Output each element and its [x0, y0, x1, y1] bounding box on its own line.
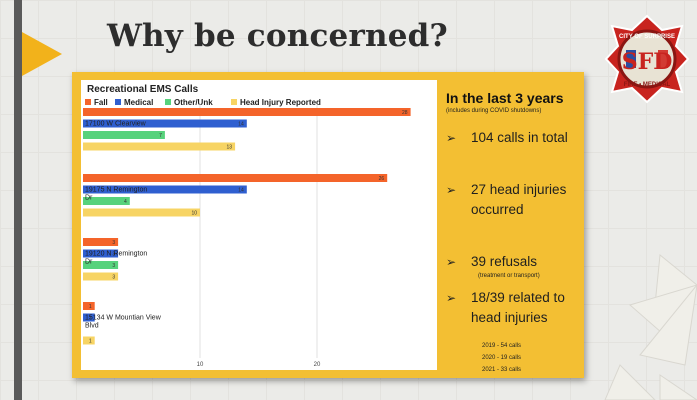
- data-label: 10: [191, 211, 197, 217]
- year-stat: 2020 - 19 calls: [482, 355, 522, 361]
- summary-column: In the last 3 years (includes during COV…: [446, 90, 581, 373]
- data-label: 28: [402, 110, 408, 116]
- year-stat: 2019 - 54 calls: [482, 343, 522, 349]
- bullet-text: 104 calls in total: [471, 130, 568, 145]
- bullet-arrow-icon: ➢: [446, 255, 457, 269]
- slide-title: Why be concerned?: [107, 18, 448, 54]
- decorative-sunburst: [604, 254, 697, 400]
- bar-head-injury-reported: [83, 336, 95, 345]
- bullet-text: 39 refusals: [471, 254, 538, 269]
- chart-canvas: Recreational EMS Calls Fall Medical Other/U…: [83, 84, 411, 368]
- data-label: 3: [112, 252, 115, 258]
- data-label: 14: [238, 122, 244, 128]
- data-label: 26: [379, 176, 385, 182]
- year-stat: 2021 - 33 calls: [482, 367, 522, 373]
- logo-bottom-text: FIRE • MEDICAL: [624, 82, 671, 88]
- data-label: 3: [112, 275, 115, 281]
- bullet-arrow-icon: ➢: [446, 183, 457, 197]
- bullet-arrow-icon: ➢: [446, 291, 457, 305]
- legend-swatch: [85, 99, 91, 105]
- bar-medical: [83, 119, 247, 128]
- data-label: 3: [112, 240, 115, 246]
- summary-subheading: (includes during COVID shutdowns): [446, 108, 542, 114]
- x-tick-label: 10: [197, 362, 204, 368]
- legend-swatch: [115, 99, 121, 105]
- accent-arrow: [22, 32, 62, 76]
- bullet-text: 18/39 related to head injuries: [471, 290, 565, 325]
- legend-swatch: [165, 99, 171, 105]
- summary-heading: In the last 3 years: [446, 90, 564, 106]
- legend-label: Fall: [94, 98, 108, 107]
- data-label: 1: [89, 304, 92, 310]
- data-label: 1: [89, 316, 92, 322]
- bar-fall: [83, 174, 388, 182]
- legend-label: Head Injury Reported: [240, 98, 321, 107]
- year-stats: 2019 - 54 calls 2020 - 19 calls 2021 - 3…: [482, 340, 521, 376]
- fire-department-logo: SFD CITY OF SURPRISE FIRE • MEDICAL: [604, 14, 690, 104]
- chart-title: Recreational EMS Calls: [87, 84, 199, 95]
- bar-fall: [83, 108, 411, 116]
- bar-medical: [83, 185, 247, 194]
- bullet-note: (treatment or transport): [478, 273, 540, 279]
- data-label: 13: [227, 145, 233, 151]
- logo-top-text: CITY OF SURPRISE: [619, 34, 675, 40]
- bar-other-unk: [83, 261, 119, 269]
- bar-medical: [83, 313, 95, 322]
- category-label: Dr: [85, 259, 93, 266]
- bar-other-unk: [83, 197, 130, 205]
- x-tick-label: 20: [314, 362, 321, 368]
- bullet-text: 27 head injuries occurred: [471, 182, 567, 217]
- bar-fall: [83, 302, 95, 310]
- bar-head-injury-reported: [83, 142, 236, 151]
- category-label: Blvd: [85, 323, 99, 330]
- left-accent-bar: [14, 0, 22, 400]
- category-label: 19120 N Remington: [85, 251, 147, 258]
- data-label: 3: [112, 263, 115, 269]
- logo-center-text: SFD: [622, 49, 673, 75]
- category-label: 19175 N Remington: [85, 187, 147, 194]
- category-label: Dr: [85, 195, 93, 202]
- bar-head-injury-reported: [83, 272, 119, 281]
- data-label: 14: [238, 188, 244, 194]
- ems-calls-chart: Recreational EMS Calls Fall Medical Other/U…: [81, 80, 437, 370]
- bar-fall: [83, 238, 119, 246]
- bar-medical: [83, 249, 119, 258]
- bar-head-injury-reported: [83, 208, 200, 217]
- category-label: 17100 W Clearview: [85, 121, 147, 128]
- bullet-arrow-icon: ➢: [446, 131, 457, 145]
- category-label: 15134 W Mountian View: [85, 315, 162, 322]
- legend-swatch: [231, 99, 237, 105]
- bar-other-unk: [83, 131, 165, 139]
- data-label: 1: [89, 339, 92, 345]
- data-label: 4: [124, 199, 127, 205]
- legend-label: Medical: [124, 98, 153, 107]
- legend-label: Other/Unk: [174, 98, 213, 107]
- data-label: 7: [159, 133, 162, 139]
